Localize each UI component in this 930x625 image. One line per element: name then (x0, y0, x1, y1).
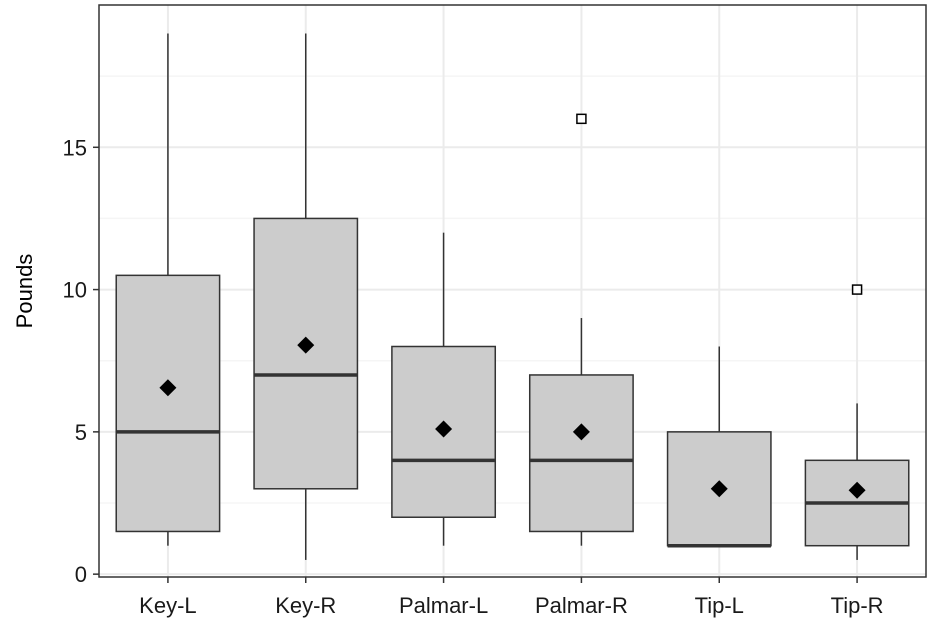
mean-marker (572, 423, 590, 441)
outlier-point (576, 113, 587, 125)
box-iqr (115, 274, 221, 533)
box-palmar-r (528, 113, 634, 546)
box-iqr (253, 217, 359, 490)
y-tick-label: 5 (75, 420, 87, 445)
box-iqr (391, 345, 497, 518)
x-tick-label: Palmar-R (535, 593, 628, 618)
axes: 0 5 10 15 Key-L Key-R Palmar-L Palmar-R Tip-L Tip… (63, 135, 884, 618)
outlier-point (851, 284, 863, 295)
box-key-r (253, 33, 359, 560)
box-key-l (115, 33, 221, 546)
box-palmar-l (391, 232, 497, 546)
mean-marker (848, 481, 866, 499)
mean-marker (435, 420, 453, 438)
mean-marker (297, 336, 315, 354)
y-tick-label: 10 (63, 278, 87, 303)
box-tip-r (804, 284, 910, 560)
panel-border (98, 4, 927, 578)
y-axis-title: Pounds (12, 254, 37, 329)
x-tick-label: Tip-R (831, 593, 884, 618)
y-tick-label: 0 (75, 562, 87, 587)
x-tick-label: Key-L (139, 593, 196, 618)
mean-marker (710, 480, 728, 498)
x-tick-label: Key-R (275, 593, 336, 618)
box-iqr (528, 374, 634, 533)
box-tip-l (666, 346, 772, 548)
x-tick-label: Palmar-L (399, 593, 488, 618)
mean-marker (159, 379, 177, 397)
boxes (115, 33, 910, 560)
y-tick-label: 15 (63, 135, 87, 160)
x-tick-label: Tip-L (695, 593, 744, 618)
